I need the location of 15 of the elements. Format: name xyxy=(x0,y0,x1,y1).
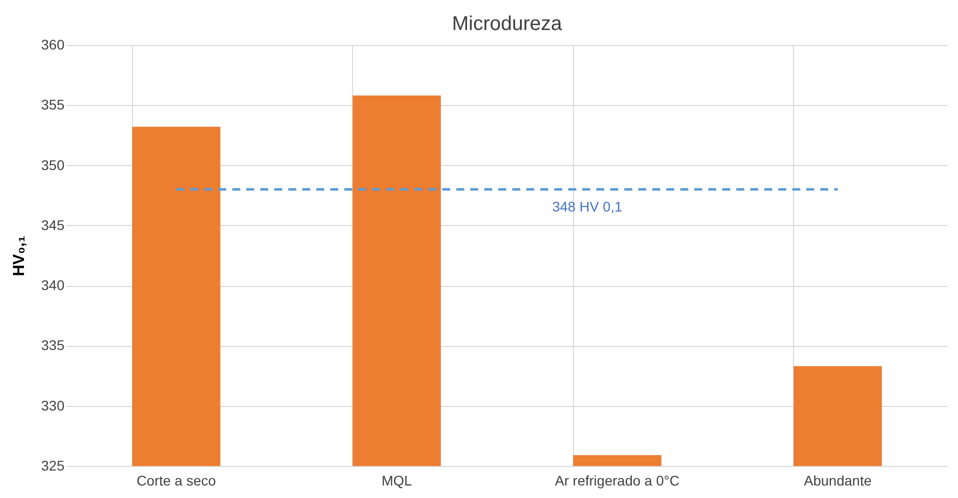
y-axis-title: HV₀,₁ xyxy=(11,235,28,276)
y-tick-label: 345 xyxy=(41,216,65,233)
y-tick-label: 350 xyxy=(41,156,65,173)
y-tick-label: 355 xyxy=(41,96,65,113)
ref-line-label: 348 HV 0,1 xyxy=(552,198,622,214)
y-tick-label: 335 xyxy=(41,337,65,354)
y-tick-label: 330 xyxy=(41,397,65,414)
x-tick-label: Corte a seco xyxy=(136,472,216,488)
y-tick-label: 325 xyxy=(41,458,65,474)
chart-title: Microdureza xyxy=(452,13,563,35)
x-tick-label: Ar refrigerado a 0°C xyxy=(554,472,680,488)
y-tick-label: 360 xyxy=(41,36,65,52)
x-tick-label: MQL xyxy=(382,472,412,488)
x-tick-label: Abundante xyxy=(804,472,872,488)
y-tick-label: 340 xyxy=(41,277,65,294)
